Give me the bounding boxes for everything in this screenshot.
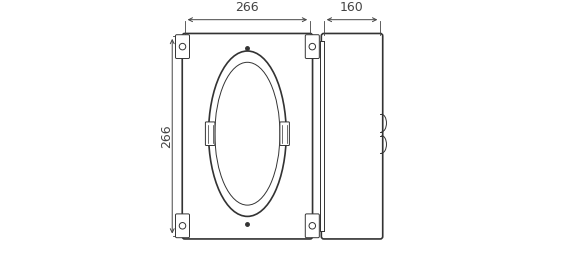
FancyBboxPatch shape: [305, 35, 320, 59]
Text: 266: 266: [160, 124, 173, 148]
FancyBboxPatch shape: [176, 35, 190, 59]
FancyBboxPatch shape: [182, 33, 313, 239]
Ellipse shape: [209, 51, 287, 217]
FancyBboxPatch shape: [305, 214, 320, 238]
Text: 266: 266: [235, 1, 259, 14]
Bar: [320, 41, 324, 232]
FancyBboxPatch shape: [205, 122, 215, 146]
FancyBboxPatch shape: [321, 33, 383, 239]
FancyBboxPatch shape: [176, 214, 190, 238]
FancyBboxPatch shape: [280, 122, 289, 146]
Text: 160: 160: [340, 1, 364, 14]
